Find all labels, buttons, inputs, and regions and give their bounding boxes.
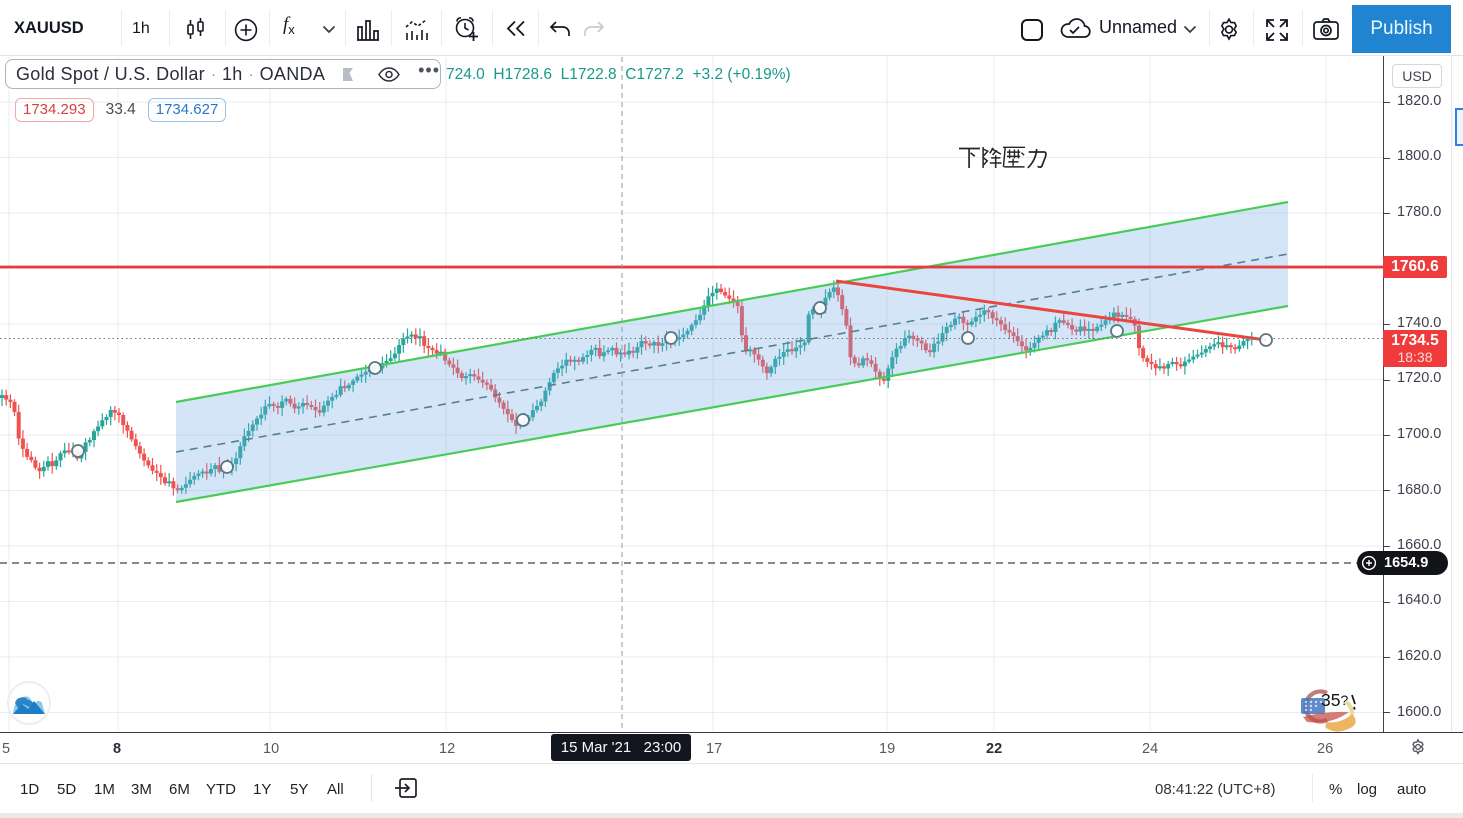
svg-text:35?: 35? <box>1321 690 1348 710</box>
